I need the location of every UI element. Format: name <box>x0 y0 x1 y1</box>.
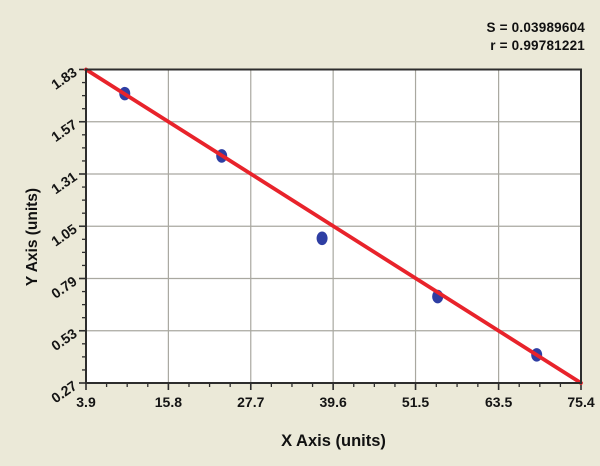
s-value-text: S = 0.03989604 <box>486 20 585 35</box>
y-axis-title: Y Axis (units) <box>24 187 41 287</box>
y-tick-label: 1.57 <box>48 116 80 145</box>
y-tick-label: 1.31 <box>48 168 80 197</box>
r-value-text: r = 0.99781221 <box>490 38 585 53</box>
x-tick-label: 15.8 <box>155 394 182 410</box>
plot-border <box>85 68 582 384</box>
x-tick-label: 75.4 <box>567 394 594 410</box>
y-tick-label: 1.05 <box>48 220 80 249</box>
x-tick-label: 27.7 <box>237 394 264 410</box>
fit-statistics: S = 0.03989604 r = 0.99781221 <box>486 19 585 55</box>
x-axis-title: X Axis (units) <box>281 432 386 450</box>
x-tick-label: 3.9 <box>76 394 96 410</box>
data-point <box>316 231 328 246</box>
x-tick-label: 51.5 <box>402 394 429 410</box>
y-tick-label: 0.53 <box>48 325 80 354</box>
regression-line <box>84 67 583 385</box>
y-tick-label: 0.79 <box>48 273 80 302</box>
y-tick-label: 0.27 <box>48 377 80 406</box>
x-tick-label: 39.6 <box>320 394 347 410</box>
x-tick-label: 63.5 <box>485 394 512 410</box>
y-tick-label: 1.83 <box>48 64 80 93</box>
